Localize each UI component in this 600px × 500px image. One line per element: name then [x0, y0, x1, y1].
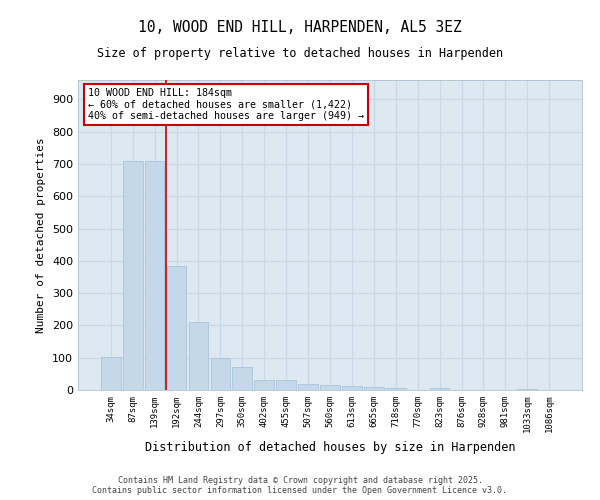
Bar: [188, 322, 208, 390]
Bar: [254, 380, 274, 390]
Text: Size of property relative to detached houses in Harpenden: Size of property relative to detached ho…: [97, 48, 503, 60]
Bar: [276, 380, 296, 390]
Bar: [364, 388, 384, 390]
X-axis label: Distribution of detached houses by size in Harpenden: Distribution of detached houses by size …: [145, 441, 515, 454]
Bar: [101, 356, 121, 390]
Text: 10, WOOD END HILL, HARPENDEN, AL5 3EZ: 10, WOOD END HILL, HARPENDEN, AL5 3EZ: [138, 20, 462, 35]
Bar: [145, 160, 164, 390]
Bar: [342, 386, 362, 390]
Bar: [232, 367, 252, 390]
Bar: [430, 388, 449, 390]
Bar: [386, 388, 406, 390]
Bar: [167, 266, 187, 390]
Bar: [298, 384, 318, 390]
Bar: [123, 160, 143, 390]
Bar: [211, 358, 230, 390]
Text: Contains HM Land Registry data © Crown copyright and database right 2025.
Contai: Contains HM Land Registry data © Crown c…: [92, 476, 508, 495]
Bar: [320, 385, 340, 390]
Y-axis label: Number of detached properties: Number of detached properties: [37, 137, 46, 333]
Text: 10 WOOD END HILL: 184sqm
← 60% of detached houses are smaller (1,422)
40% of sem: 10 WOOD END HILL: 184sqm ← 60% of detach…: [88, 88, 364, 121]
Bar: [517, 388, 537, 390]
